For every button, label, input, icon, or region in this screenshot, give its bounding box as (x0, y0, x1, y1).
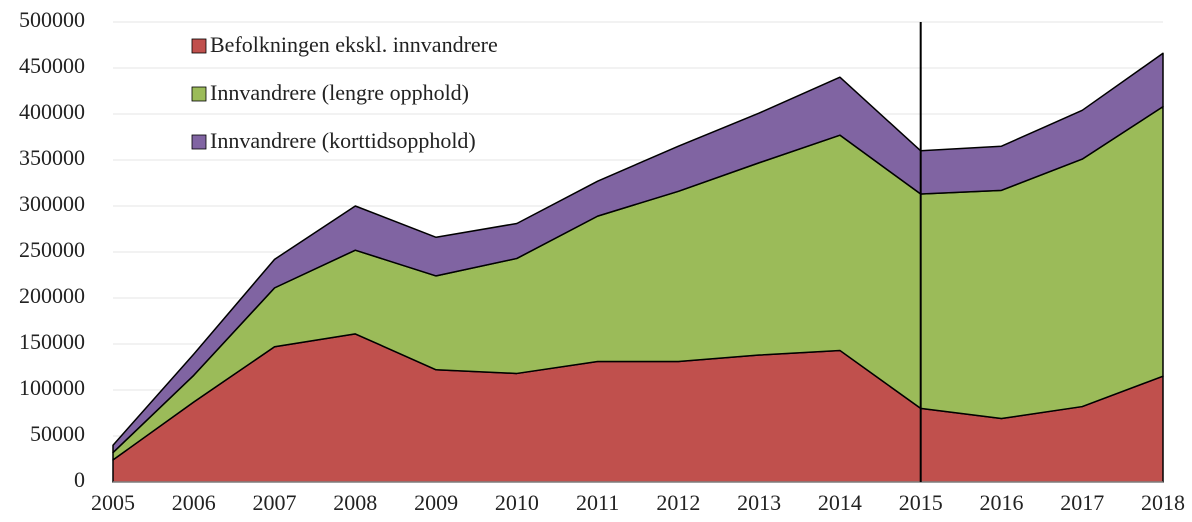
y-tick-label: 350000 (19, 145, 85, 170)
y-tick-label: 150000 (19, 329, 85, 354)
area (112, 52, 1164, 454)
x-tick-label: 2011 (576, 490, 619, 515)
x-tick-label: 2013 (737, 490, 781, 515)
legend-swatch (191, 86, 207, 102)
y-tick-label: 100000 (19, 375, 85, 400)
x-tick-label: 2012 (656, 490, 700, 515)
legend-label: Innvandrere (korttidsopphold) (210, 128, 476, 153)
y-tick-label: 0 (74, 467, 85, 492)
x-tick-label: 2016 (979, 490, 1023, 515)
x-tick-label: 2005 (91, 490, 135, 515)
x-tick-label: 2008 (333, 490, 377, 515)
y-tick-label: 500000 (19, 7, 85, 32)
legend-swatch (191, 134, 207, 150)
y-tick-label: 450000 (19, 53, 85, 78)
x-tick-label: 2010 (495, 490, 539, 515)
x-tick-label: 2007 (253, 490, 297, 515)
x-tick-label: 2006 (172, 490, 216, 515)
y-tick-label: 300000 (19, 191, 85, 216)
x-tick-label: 2009 (414, 490, 458, 515)
y-tick-label: 250000 (19, 237, 85, 262)
y-tick-label: 50000 (30, 421, 85, 446)
legend-label: Befolkningen ekskl. innvandrere (210, 32, 498, 57)
y-tick-label: 200000 (19, 283, 85, 308)
x-tick-label: 2017 (1060, 490, 1104, 515)
x-tick-label: 2015 (899, 490, 943, 515)
y-tick-label: 400000 (19, 99, 85, 124)
x-tick-label: 2014 (818, 490, 862, 515)
legend-label: Innvandrere (lengre opphold) (210, 80, 469, 105)
x-tick-label: 2018 (1141, 490, 1185, 515)
legend-swatch (191, 38, 207, 54)
